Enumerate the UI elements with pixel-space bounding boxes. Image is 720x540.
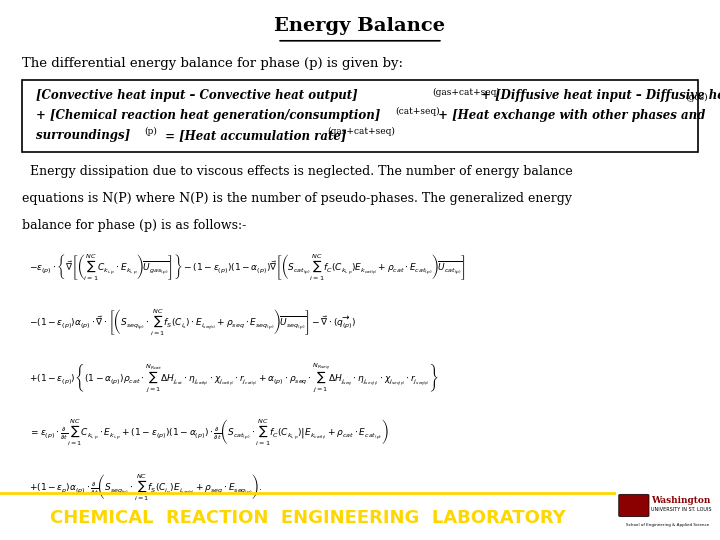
Text: $+(1-\varepsilon_{(p)})\left\{(1-\alpha_{(p)})\rho_{cat}\cdot\sum_{j=1}^{N_{Rcat: $+(1-\varepsilon_{(p)})\left\{(1-\alpha_… [29, 361, 438, 394]
Text: + [Heat exchange with other phases and: + [Heat exchange with other phases and [434, 109, 706, 122]
Text: + [Chemical reaction heat generation/consumption]: + [Chemical reaction heat generation/con… [36, 109, 380, 122]
Text: (gas+cat+seq): (gas+cat+seq) [327, 127, 395, 136]
Text: Energy dissipation due to viscous effects is neglected. The number of energy bal: Energy dissipation due to viscous effect… [22, 165, 572, 178]
Text: balance for phase (p) is as follows:-: balance for phase (p) is as follows:- [22, 219, 246, 232]
Text: School of Engineering & Applied Science: School of Engineering & Applied Science [626, 523, 709, 528]
Text: Energy Balance: Energy Balance [274, 17, 446, 35]
Text: $+(1-\varepsilon_p)\alpha_{(p)}\cdot\frac{\partial}{\partial t}\left(S_{seq_{(p): $+(1-\varepsilon_p)\alpha_{(p)}\cdot\fra… [29, 473, 262, 503]
Text: The differential energy balance for phase (p) is given by:: The differential energy balance for phas… [22, 57, 402, 70]
Text: + [Diffusive heat input – Diffusive heat output]: + [Diffusive heat input – Diffusive heat… [477, 90, 720, 103]
Text: (gcs): (gcs) [685, 92, 708, 102]
Text: equations is N(P) where N(P) is the number of pseudo-phases. The generalized ene: equations is N(P) where N(P) is the numb… [22, 192, 572, 205]
Text: Washington: Washington [651, 496, 711, 505]
Text: $-\varepsilon_{(p)}\cdot\left\{\vec{\nabla}\left[\left(\sum_{i=1}^{NC}C_{k_{i,p}: $-\varepsilon_{(p)}\cdot\left\{\vec{\nab… [29, 253, 466, 283]
Text: CHEMICAL  REACTION  ENGINEERING  LABORATORY: CHEMICAL REACTION ENGINEERING LABORATORY [50, 509, 566, 526]
Text: $=\varepsilon_{(p)}\cdot\frac{\partial}{\partial t}\sum_{i=1}^{NC}C_{k_{i,p}}\cd: $=\varepsilon_{(p)}\cdot\frac{\partial}{… [29, 418, 388, 448]
Text: (gas+cat+seq): (gas+cat+seq) [432, 87, 500, 97]
Text: = [Heat accumulation rate]: = [Heat accumulation rate] [161, 129, 346, 141]
Text: [Convective heat input – Convective heat output]: [Convective heat input – Convective heat… [36, 90, 358, 103]
Text: (p): (p) [144, 127, 157, 136]
Text: (cat+seq): (cat+seq) [395, 107, 440, 116]
Text: surroundings]: surroundings] [36, 129, 130, 141]
FancyBboxPatch shape [22, 79, 698, 152]
Text: $-(1-\varepsilon_{(p)})\alpha_{(p)}\cdot\vec{\nabla}\cdot\left[\left(S_{seq_{(p): $-(1-\varepsilon_{(p)})\alpha_{(p)}\cdot… [29, 308, 356, 338]
FancyBboxPatch shape [618, 494, 649, 517]
Text: UNIVERSITY IN ST. LOUIS: UNIVERSITY IN ST. LOUIS [651, 508, 711, 512]
